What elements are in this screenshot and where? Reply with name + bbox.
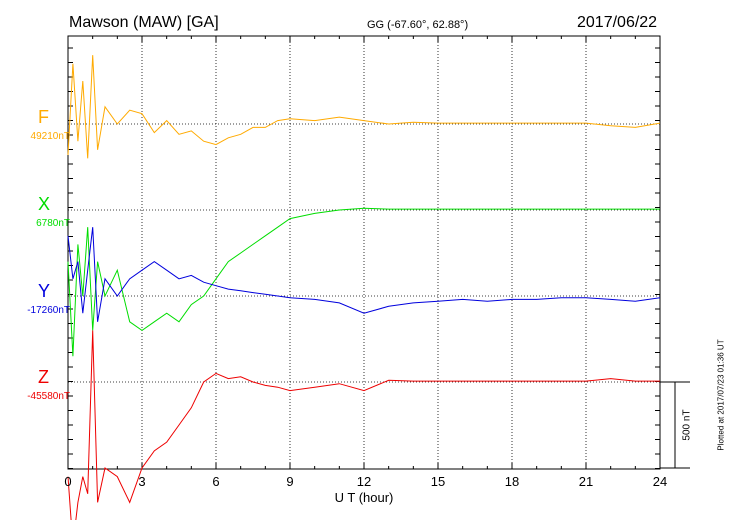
scale-bar [660, 381, 690, 469]
series-name-y: Y [38, 281, 51, 301]
x-tick-label: 12 [356, 474, 372, 489]
series-lines [67, 55, 661, 520]
x-tick-label: 18 [504, 474, 520, 489]
date-label: 2017/06/22 [577, 14, 658, 31]
series-name-f: F [38, 107, 49, 127]
plotted-timestamp: Plotted at 2017/07/23 01:36 UT [716, 339, 726, 451]
series-baseline-x: 6780nT [36, 218, 70, 229]
series-line-z [67, 330, 660, 520]
series-line-x [67, 207, 660, 357]
x-tick-label: 3 [138, 474, 146, 489]
x-tick-label: 0 [64, 474, 72, 489]
scale-bar-label: 500 nT [681, 409, 693, 441]
series-name-x: X [38, 194, 51, 214]
series-line-f [67, 55, 661, 159]
x-tick-label: 15 [430, 474, 446, 489]
x-tick-label: 24 [652, 474, 668, 489]
x-axis-label: U T (hour) [334, 490, 394, 505]
grid [68, 36, 660, 469]
series-name-z: Z [38, 367, 49, 387]
x-tick-label: 9 [286, 474, 294, 489]
tick-marks [67, 36, 661, 469]
coords-label: GG (-67.60°, 62.88°) [367, 19, 469, 31]
series-baseline-y: -17260nT [27, 305, 70, 316]
x-tick-label: 6 [212, 474, 220, 489]
station-title: Mawson (MAW) [GA] [69, 14, 219, 31]
series-baseline-f: 49210nT [30, 131, 70, 142]
x-tick-label: 21 [578, 474, 594, 489]
series-line-y [67, 227, 661, 322]
series-baseline-z: -45580nT [27, 391, 70, 402]
